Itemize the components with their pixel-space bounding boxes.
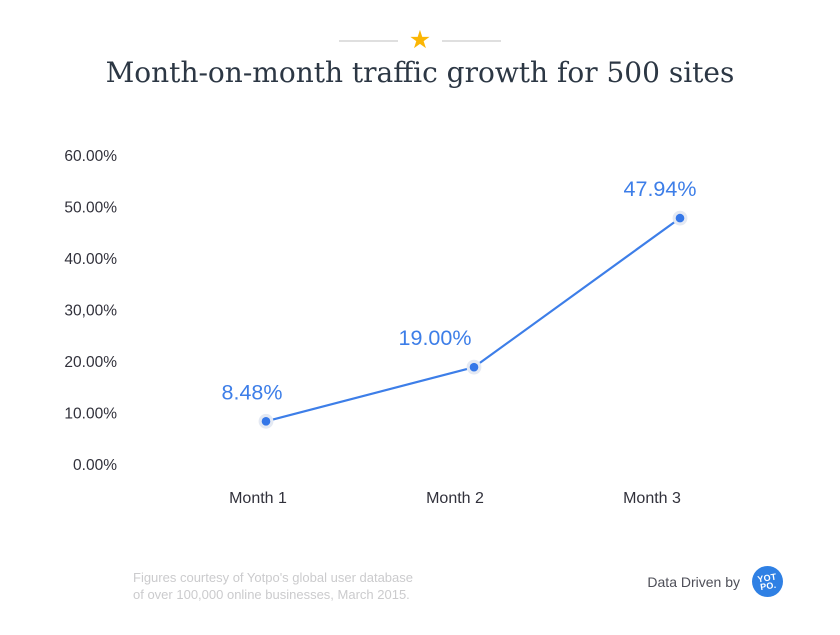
y-tick-label: 0.00% (73, 457, 117, 474)
data-driven-by: Data Driven by YOT PO. (647, 566, 783, 597)
star-icon: ★ (408, 26, 432, 54)
data-point (675, 213, 685, 223)
divider-line-left (338, 40, 398, 42)
x-tick-label: Month 3 (623, 490, 681, 507)
x-tick-label: Month 1 (229, 490, 287, 507)
y-tick-label: 30,00% (64, 303, 117, 320)
yotpo-logo: YOT PO. (752, 566, 783, 597)
y-tick-label: 40.00% (64, 251, 117, 268)
data-point (469, 362, 479, 372)
chart-title: Month-on-month traffic growth for 500 si… (105, 56, 735, 89)
trend-line (264, 217, 682, 423)
data-point-value-label: 8.48% (222, 380, 283, 404)
data-point-value-label: 19.00% (399, 326, 472, 350)
divider-line-right (442, 40, 502, 42)
attribution-line-1: Figures courtesy of Yotpo's global user … (133, 570, 413, 585)
y-tick-label: 10.00% (64, 406, 117, 423)
x-tick-label: Month 2 (426, 490, 484, 507)
attribution-line-2: of over 100,000 online businesses, March… (133, 587, 410, 602)
data-driven-by-label: Data Driven by (647, 573, 740, 590)
y-tick-label: 60.00% (64, 148, 117, 165)
attribution: Figures courtesy of Yotpo's global user … (133, 569, 413, 603)
data-point-value-label: 47.94% (624, 177, 697, 201)
data-point (261, 417, 271, 426)
yotpo-logo-text: YOT PO. (757, 571, 778, 592)
star-divider: ★ (0, 26, 840, 54)
yotpo-logo-line-2: PO. (759, 579, 777, 592)
y-tick-label: 20.00% (64, 354, 117, 371)
y-tick-label: 50.00% (64, 200, 117, 217)
